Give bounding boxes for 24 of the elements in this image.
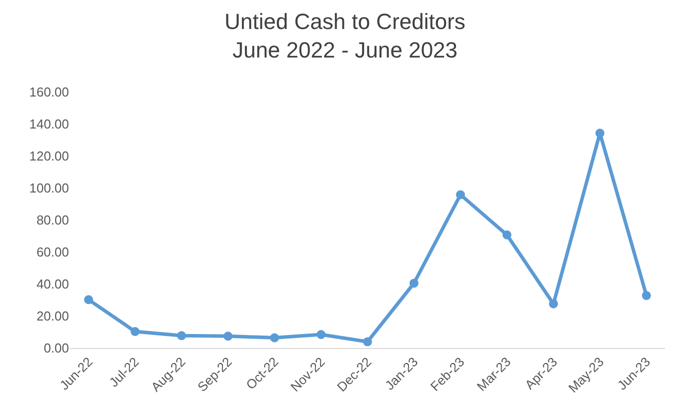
point: [177, 331, 186, 340]
point: [270, 333, 280, 342]
y-tick-label: 100.00: [29, 180, 69, 196]
point: [548, 299, 558, 308]
y-tick-label: 40.00: [36, 276, 69, 292]
y-tick-label: 20.00: [36, 308, 69, 324]
y-tick-label: 60.00: [36, 244, 69, 260]
y-tick-label: 160.00: [29, 84, 69, 100]
chart-subtitle: June 2022 - June 2023: [232, 38, 458, 63]
y-tick-label: 120.00: [29, 148, 69, 164]
point: [224, 332, 233, 341]
y-tick-label: 0.00: [44, 340, 69, 356]
point: [84, 295, 94, 304]
point: [316, 330, 326, 340]
y-tick-label: 140.00: [29, 116, 69, 132]
chart-title: Untied Cash to Creditors: [224, 8, 466, 34]
point: [409, 278, 418, 288]
point: [363, 337, 372, 346]
point: [642, 291, 651, 300]
point: [502, 230, 512, 240]
point: [456, 190, 465, 200]
point: [595, 128, 604, 138]
y-tick-label: 80.00: [36, 212, 69, 228]
point: [130, 327, 140, 336]
